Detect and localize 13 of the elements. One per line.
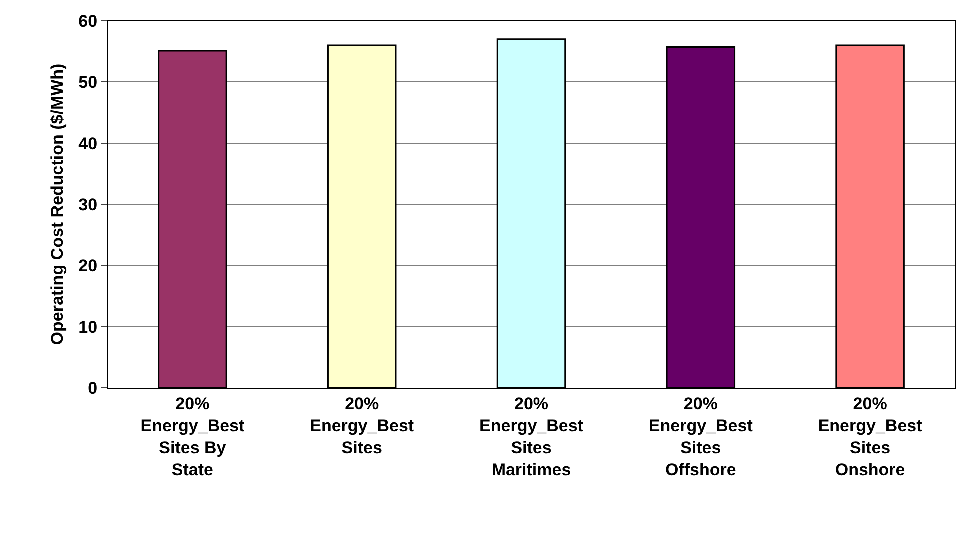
- x-tick-label: 20% Energy_Best Sites Maritimes: [480, 394, 584, 480]
- y-tick-label: 60: [78, 12, 98, 31]
- x-tick-label: 20% Energy_Best Sites By State: [140, 394, 246, 480]
- x-tick-label: 20% Energy_Best Sites Offshore: [648, 394, 754, 480]
- y-tick-label: 50: [78, 73, 98, 92]
- x-tick-label: 20% Energy_Best Sites Onshore: [818, 394, 923, 480]
- y-axis-title: Operating Cost Reduction ($/MWh): [48, 64, 68, 346]
- x-tick-label: 20% Energy_Best Sites: [310, 394, 414, 458]
- y-tick-label: 40: [78, 134, 98, 154]
- y-tick-label: 20: [78, 256, 98, 276]
- y-tick-label: 0: [88, 378, 98, 398]
- y-tick-label: 10: [78, 318, 98, 337]
- y-tick-label: 30: [78, 195, 98, 214]
